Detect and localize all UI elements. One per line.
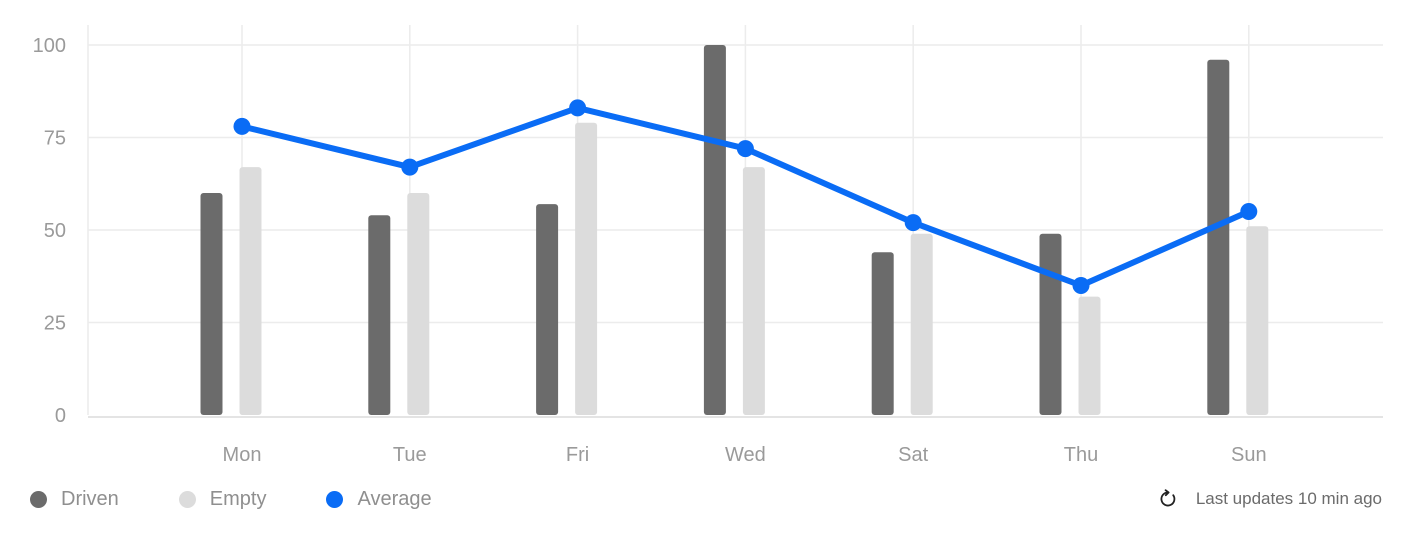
bar-empty — [910, 233, 933, 415]
bar-driven — [1207, 59, 1230, 416]
x-tick-label: Wed — [725, 444, 766, 466]
y-tick-label: 100 — [33, 35, 66, 57]
bar-empty — [407, 193, 430, 415]
y-tick-label: 50 — [44, 220, 66, 242]
bar-driven — [200, 193, 223, 415]
refresh-icon[interactable] — [1158, 489, 1178, 509]
legend-label-driven: Driven — [61, 487, 119, 510]
bar-empty — [1078, 296, 1101, 415]
bar-line-chart: 0 25 50 75 100 Mon Tue Fri Wed Sat Thu Sun — [33, 25, 1383, 466]
x-tick-label: Mon — [223, 444, 262, 466]
bar-empty — [742, 167, 765, 415]
legend-item-driven[interactable]: Driven — [30, 488, 119, 511]
bar-driven — [368, 215, 391, 415]
legend-label-empty: Empty — [209, 487, 267, 510]
bar-empty — [239, 167, 262, 415]
legend: Driven Empty Average — [30, 484, 492, 514]
x-tick-label: Thu — [1064, 444, 1098, 466]
point-average — [233, 117, 251, 135]
x-tick-label: Tue — [393, 444, 427, 466]
legend-label-average: Average — [357, 487, 432, 510]
x-tick-label: Sun — [1231, 444, 1267, 466]
bar-driven — [1039, 233, 1062, 415]
y-tick-label: 0 — [55, 405, 66, 427]
legend-swatch-empty — [178, 490, 196, 508]
point-average — [736, 140, 754, 158]
legend-swatch-average — [326, 490, 344, 508]
x-tick-label: Sat — [898, 444, 928, 466]
y-tick-label: 75 — [44, 128, 66, 150]
x-tick-label: Fri — [566, 444, 589, 466]
y-tick-label: 25 — [44, 313, 66, 335]
bar-empty — [1246, 226, 1269, 415]
point-average — [1240, 203, 1258, 220]
legend-swatch-driven — [30, 490, 47, 508]
bar-driven — [703, 45, 726, 415]
last-update: Last updates 10 min ago — [1158, 484, 1382, 514]
bar-driven — [536, 204, 559, 415]
bar-driven — [871, 252, 894, 415]
legend-item-average[interactable]: Average — [326, 487, 432, 511]
point-average — [1072, 277, 1090, 294]
legend-item-empty[interactable]: Empty — [178, 487, 267, 511]
point-average — [401, 158, 419, 176]
point-average — [904, 214, 922, 232]
point-average — [569, 99, 587, 117]
bar-empty — [575, 122, 598, 415]
last-update-text: Last updates 10 min ago — [1195, 489, 1382, 508]
